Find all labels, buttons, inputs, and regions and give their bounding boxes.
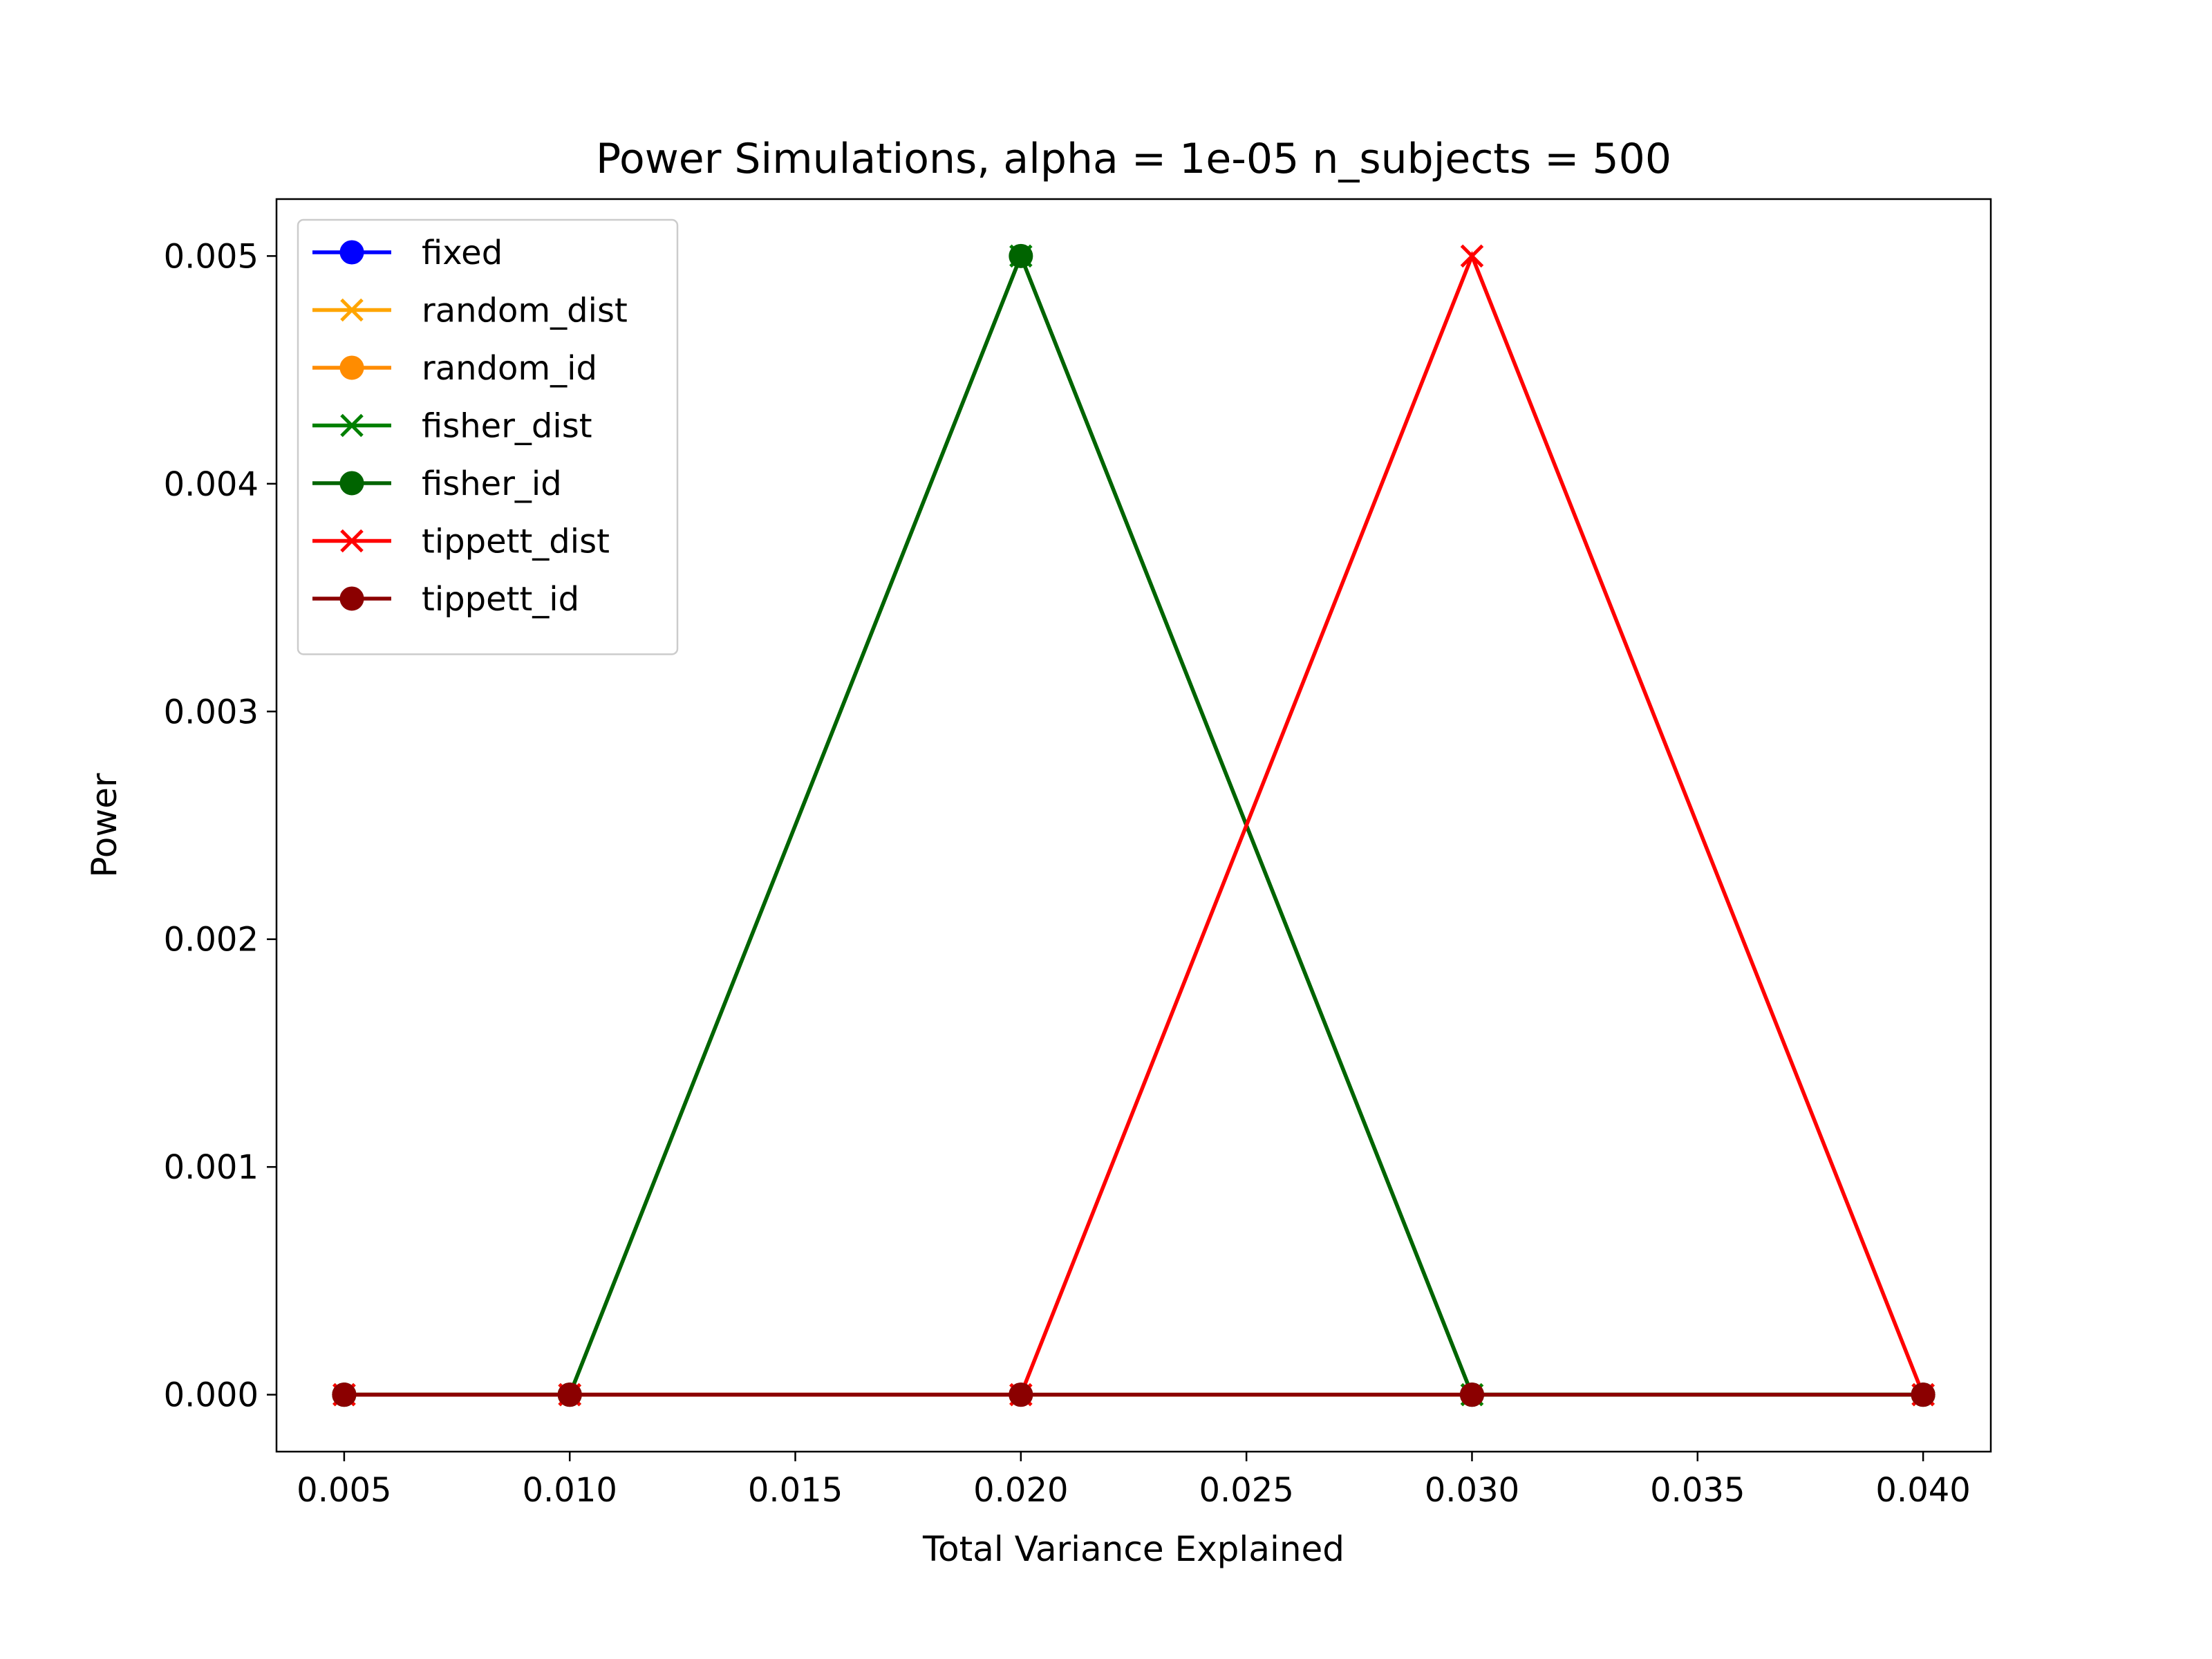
legend-swatch-marker-stroke-b <box>340 413 364 438</box>
data-point-tippett_dist-3-stroke-b <box>1460 244 1484 268</box>
x-axis-label: Total Variance Explained <box>922 1529 1344 1569</box>
data-point-tippett_id-1 <box>557 1382 582 1407</box>
y-tick-label: 0.000 <box>164 1376 259 1415</box>
x-tick-label: 0.025 <box>1199 1471 1293 1510</box>
legend-label: fixed <box>422 234 503 272</box>
x-axis-ticks: 0.005 0.010 0.015 0.020 0.025 0.030 0.035 0.040 <box>297 1452 1971 1510</box>
y-axis-ticks: 0.000 0.001 0.002 0.003 0.004 0.005 <box>164 237 276 1415</box>
data-point-tippett_id-0 <box>332 1382 357 1407</box>
legend-swatch-marker-stroke-b <box>340 298 364 322</box>
x-tick-label: 0.015 <box>748 1471 843 1510</box>
legend-label: random_id <box>422 349 597 388</box>
legend-item-random_dist: random_dist <box>312 292 628 330</box>
legend-item-fixed: fixed <box>312 234 503 272</box>
x-tick-label: 0.020 <box>973 1471 1068 1510</box>
y-tick-label: 0.001 <box>164 1148 259 1187</box>
x-tick-label: 0.005 <box>297 1471 391 1510</box>
legend-label: fisher_id <box>422 465 562 503</box>
legend-label: fisher_dist <box>422 407 592 446</box>
x-tick-label: 0.040 <box>1875 1471 1970 1510</box>
data-point-tippett_id-2 <box>1009 1382 1033 1407</box>
legend-swatch-marker <box>339 240 364 265</box>
legend-item-fisher_dist: fisher_dist <box>312 407 592 446</box>
y-tick-label: 0.002 <box>164 921 259 959</box>
y-axis-label: Power <box>84 773 124 878</box>
x-tick-label: 0.010 <box>522 1471 617 1510</box>
x-tick-label: 0.035 <box>1650 1471 1745 1510</box>
legend-swatch-marker <box>339 355 364 380</box>
data-point-fisher_id-2 <box>1009 243 1033 268</box>
legend-box <box>297 218 679 655</box>
legend-item-fisher_id: fisher_id <box>312 465 562 503</box>
data-point-tippett_id-4 <box>1911 1382 1936 1407</box>
legend-swatch-marker <box>340 413 364 438</box>
legend-swatch-marker <box>339 586 364 611</box>
legend-item-random_id: random_id <box>312 349 597 388</box>
x-tick-label: 0.030 <box>1425 1471 1519 1510</box>
series-tippett_id <box>332 1382 1936 1407</box>
legend-item-tippett_id: tippett_id <box>312 580 579 619</box>
series-layer <box>332 243 1936 1407</box>
legend-swatch-marker <box>340 298 364 322</box>
legend: fixed random_dist random_id fisher_distfish… <box>297 218 679 655</box>
legend-label: random_dist <box>422 292 628 330</box>
legend-swatch-marker-stroke-b <box>340 529 364 553</box>
legend-swatch-marker <box>340 529 364 553</box>
data-point-tippett_id-3 <box>1459 1382 1484 1407</box>
plot-frame <box>275 198 1992 1453</box>
legend-label: tippett_id <box>422 580 579 619</box>
legend-swatch-marker <box>339 471 364 496</box>
chart-title: Power Simulations, alpha = 1e-05 n_subje… <box>596 135 1671 183</box>
y-tick-label: 0.004 <box>164 465 259 504</box>
y-tick-label: 0.003 <box>164 693 259 731</box>
legend-label: tippett_dist <box>422 523 610 561</box>
data-point-tippett_dist-3 <box>1460 244 1484 268</box>
y-tick-label: 0.005 <box>164 237 259 276</box>
legend-item-tippett_dist: tippett_dist <box>312 523 610 561</box>
